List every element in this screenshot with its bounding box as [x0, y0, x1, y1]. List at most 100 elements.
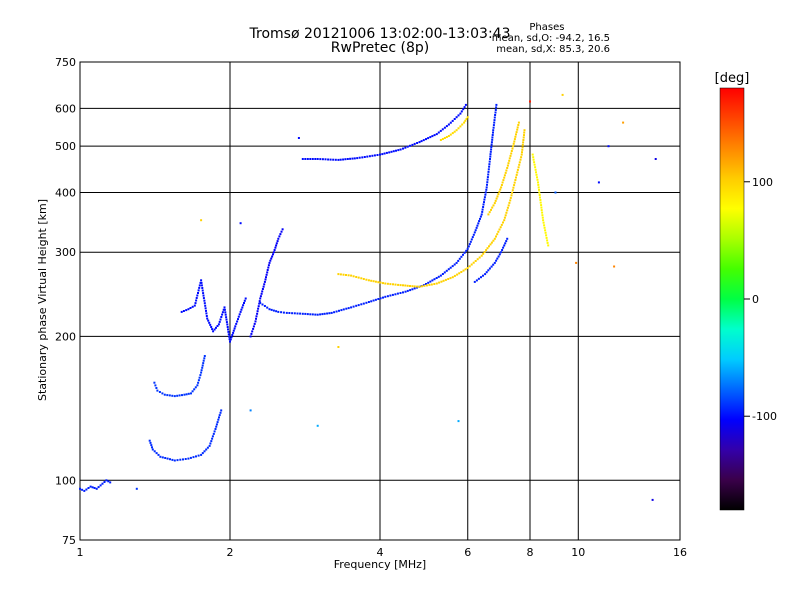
trace-point: [492, 129, 495, 132]
trace-point: [316, 158, 319, 160]
scatter-point: [337, 346, 340, 348]
trace-point: [232, 329, 235, 332]
trace-point: [451, 276, 454, 279]
trace-point: [225, 316, 228, 319]
trace-point: [391, 293, 394, 296]
trace-point: [433, 134, 436, 137]
trace-point: [390, 150, 393, 153]
trace-point: [392, 150, 395, 153]
trace-point: [171, 458, 174, 461]
trace-point: [260, 292, 263, 295]
trace-point: [471, 236, 474, 239]
trace-point: [488, 163, 491, 166]
trace-point: [257, 307, 260, 310]
trace-point: [489, 243, 492, 246]
trace-point: [261, 303, 264, 306]
trace-point: [490, 146, 493, 148]
trace-point: [532, 158, 535, 161]
trace-point: [200, 281, 203, 284]
trace-point: [466, 267, 469, 269]
trace-point: [314, 158, 317, 160]
trace-point: [274, 246, 277, 249]
trace-point: [453, 130, 456, 133]
trace-point: [299, 312, 302, 315]
trace-point: [522, 141, 525, 144]
trace-point: [476, 258, 479, 261]
trace-point: [511, 189, 514, 192]
trace-point: [489, 153, 492, 156]
trace-point: [493, 121, 496, 124]
trace-point: [309, 158, 312, 160]
trace-point: [470, 263, 473, 266]
trace-point: [534, 168, 537, 171]
trace-point: [480, 276, 482, 279]
trace-point: [427, 137, 430, 140]
y-tick-label: 100: [55, 474, 76, 487]
trace-point: [435, 133, 438, 136]
trace-point: [163, 393, 166, 396]
trace-point: [379, 153, 381, 156]
phase-stats-header: Phases: [529, 22, 565, 33]
trace-point: [360, 303, 363, 306]
trace-point: [200, 371, 203, 374]
trace-point: [420, 285, 423, 288]
trace-point: [212, 330, 215, 333]
trace-point: [538, 188, 540, 191]
trace-point: [449, 133, 452, 136]
trace-point: [472, 233, 475, 236]
trace-point: [205, 309, 207, 312]
trace-point: [425, 283, 427, 285]
trace-point: [335, 310, 338, 313]
trace-point: [481, 208, 484, 211]
trace-point: [352, 305, 355, 308]
trace-point: [449, 266, 452, 269]
colorbar-tick-label: 0: [752, 293, 759, 306]
trace-point: [479, 217, 481, 220]
trace-point: [209, 323, 212, 326]
trace-point: [206, 317, 209, 320]
trace-point: [439, 139, 442, 141]
trace-point: [531, 153, 534, 156]
trace-point: [370, 300, 373, 303]
trace-point: [429, 136, 432, 139]
trace-point: [374, 298, 377, 301]
trace-point: [546, 239, 549, 242]
trace-point: [183, 393, 186, 396]
trace-point: [232, 331, 235, 334]
trace-point: [489, 155, 492, 158]
trace-point: [430, 283, 433, 286]
trace-point: [249, 335, 252, 338]
trace-point: [468, 265, 471, 268]
trace-point: [500, 251, 503, 254]
trace-point: [464, 268, 467, 271]
trace-point: [377, 298, 380, 300]
trace-point: [494, 111, 497, 114]
trace-point: [153, 381, 156, 384]
trace-point: [522, 139, 525, 141]
trace-point: [200, 284, 203, 287]
trace-point: [228, 338, 231, 341]
scatter-point: [607, 145, 610, 148]
scatter-point: [613, 265, 616, 268]
trace-point: [482, 206, 485, 208]
trace-point: [503, 174, 506, 177]
trace-point: [254, 320, 257, 323]
trace-point: [251, 330, 254, 333]
trace-point: [199, 374, 202, 377]
trace-point: [508, 157, 511, 160]
trace-point: [230, 336, 233, 339]
trace-point: [546, 241, 549, 244]
trace-point: [507, 204, 510, 207]
trace-point: [231, 334, 234, 336]
trace-point: [491, 136, 494, 139]
trace-point: [265, 273, 268, 276]
trace-point: [218, 320, 221, 323]
trace-point: [197, 379, 200, 382]
trace-point: [301, 312, 304, 315]
trace-point: [166, 394, 169, 397]
trace-point: [512, 145, 515, 148]
scatter-point: [561, 93, 564, 96]
trace-point: [376, 154, 379, 156]
trace-point: [215, 326, 217, 329]
trace-point: [222, 308, 225, 311]
